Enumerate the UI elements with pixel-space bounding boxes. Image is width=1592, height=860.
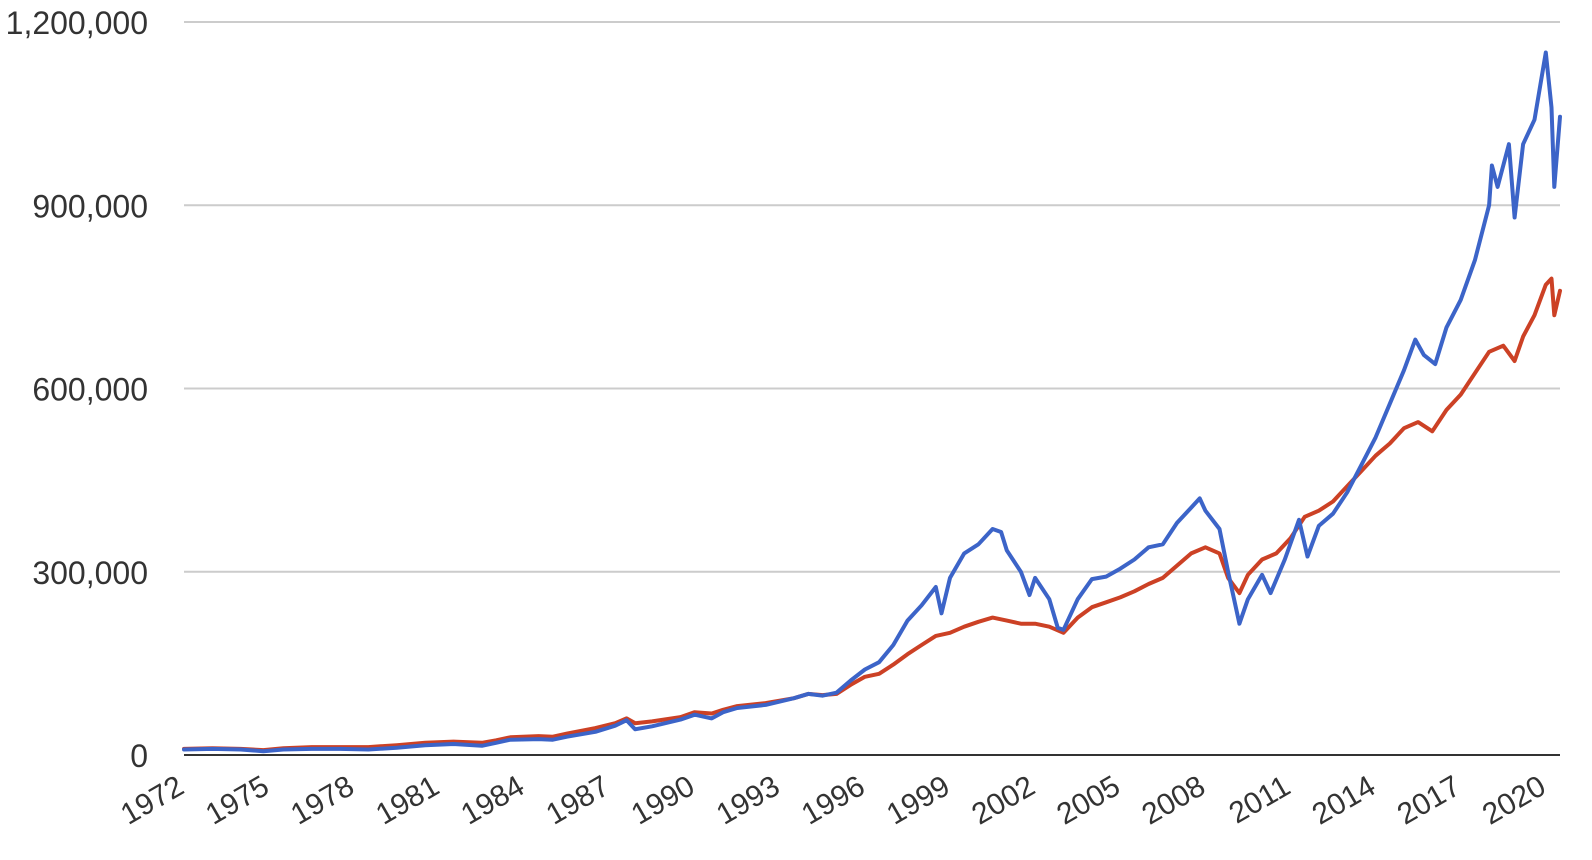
x-tick-label: 1996 [796, 769, 870, 831]
x-tick-label: 1978 [285, 769, 359, 831]
x-tick-label: 2020 [1477, 769, 1551, 831]
series-line [182, 50, 1562, 754]
series-layer [182, 50, 1562, 754]
x-tick-label: 2011 [1224, 769, 1296, 830]
x-tick-label: 1984 [456, 769, 530, 831]
x-tick-label: 1975 [200, 769, 274, 831]
y-tick-label: 300,000 [32, 555, 148, 591]
x-tick-label: 1972 [115, 769, 189, 831]
x-tick-label: 1987 [541, 769, 615, 831]
x-tick-label: 1981 [371, 769, 445, 831]
x-tick-label: 2005 [1051, 769, 1125, 831]
y-axis-tick-labels: 0 300,000 600,000 900,000 1,200,000 [6, 5, 148, 774]
series-line [182, 276, 1562, 753]
x-tick-label: 1993 [711, 769, 785, 831]
x-tick-label: 2014 [1307, 769, 1381, 831]
gridlines [184, 21, 1560, 573]
x-tick-label: 1999 [881, 769, 955, 831]
x-tick-label: 1990 [626, 769, 700, 831]
y-tick-label: 1,200,000 [6, 5, 148, 41]
x-tick-label: 2008 [1137, 769, 1211, 831]
x-tick-label: 2017 [1392, 769, 1466, 831]
y-tick-label: 0 [130, 738, 148, 774]
x-tick-label: 2002 [966, 769, 1040, 831]
y-tick-label: 900,000 [32, 188, 148, 224]
y-tick-label: 600,000 [32, 372, 148, 408]
x-axis-tick-labels: 1972 1975 1978 1981 1984 1987 1990 1993 1996 1999… [115, 769, 1551, 831]
